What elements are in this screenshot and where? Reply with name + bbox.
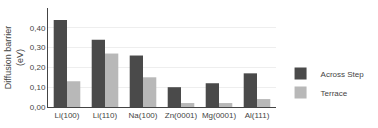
svg-text:0,10: 0,10 xyxy=(30,83,46,92)
svg-text:Across Step: Across Step xyxy=(321,70,365,79)
svg-text:Diffusion barrier(eV): Diffusion barrier(eV) xyxy=(3,26,25,89)
svg-text:0,20: 0,20 xyxy=(30,63,46,72)
svg-text:0,40: 0,40 xyxy=(30,24,46,33)
svg-text:Al(111): Al(111) xyxy=(245,111,270,120)
svg-text:Zn(0001): Zn(0001) xyxy=(165,111,198,120)
svg-text:Mg(0001): Mg(0001) xyxy=(202,111,237,120)
svg-text:Na(100): Na(100) xyxy=(129,111,158,120)
svg-text:Li(110): Li(110) xyxy=(93,111,118,120)
svg-text:0,00: 0,00 xyxy=(30,103,46,112)
svg-text:0,30: 0,30 xyxy=(30,43,46,52)
svg-text:Li(100): Li(100) xyxy=(55,111,80,120)
svg-text:Terrace: Terrace xyxy=(321,89,348,98)
